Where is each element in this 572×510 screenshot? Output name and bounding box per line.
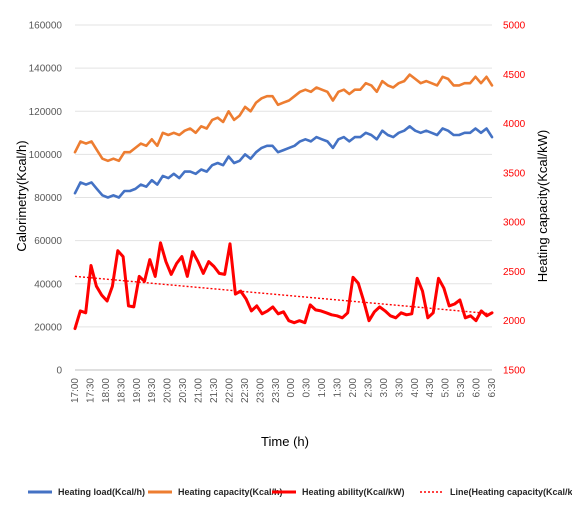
y-left-tick-label: 40000: [34, 279, 62, 290]
y-right-tick-label: 4500: [503, 70, 526, 81]
x-tick-label: 19:30: [147, 378, 158, 403]
y-axis-left-title: Calorimetry(Kcal/h): [14, 140, 29, 251]
y-axis-right-title: Heating capacity(Kcal/kW): [535, 130, 550, 282]
y-left-tick-label: 60000: [34, 236, 62, 247]
x-tick-label: 21:00: [194, 378, 205, 403]
x-tick-label: 19:00: [132, 378, 143, 403]
y-right-tick-label: 4000: [503, 119, 526, 130]
x-tick-label: 20:00: [163, 378, 174, 403]
y-left-tick-label: 100000: [29, 150, 63, 161]
y-left-tick-label: 20000: [34, 322, 62, 333]
y-right-tick-label: 3000: [503, 218, 526, 229]
legend-label: Heating ability(Kcal/kW): [302, 487, 405, 497]
x-tick-label: 22:00: [224, 378, 235, 403]
x-tick-label: 18:30: [116, 378, 127, 403]
x-tick-label: 5:30: [456, 378, 467, 398]
series-line: [73, 125, 494, 199]
x-axis-title: Time (h): [261, 434, 309, 449]
y-left-tick-label: 80000: [34, 193, 62, 204]
y-left-tick-label: 0: [56, 366, 62, 377]
y-right-tick-label: 1500: [503, 366, 526, 377]
legend-label: Line(Heating capacity(Kcal/kW)): [450, 487, 572, 497]
legend: Heating load(Kcal/h) Heating capacity(Kca…: [28, 487, 572, 497]
x-tick-label: 3:00: [379, 378, 390, 398]
y-left-tick-label: 160000: [29, 21, 63, 32]
series-line: [73, 73, 494, 163]
x-tick-label: 4:00: [410, 378, 421, 398]
x-tick-label: 17:00: [70, 378, 81, 403]
x-tick-label: 0:00: [286, 378, 297, 398]
axis-ticks: 0 20000 40000 60000 80000 100000 120000 140000 1…: [29, 21, 526, 404]
x-tick-label: 6:30: [487, 378, 498, 398]
legend-label: Heating load(Kcal/h): [58, 487, 145, 497]
series-lines: [73, 73, 494, 331]
x-tick-label: 2:00: [348, 378, 359, 398]
x-tick-label: 23:00: [255, 378, 266, 403]
x-tick-label: 6:00: [472, 378, 483, 398]
gridlines: [75, 24, 492, 371]
y-right-tick-label: 5000: [503, 21, 526, 32]
x-tick-label: 21:30: [209, 378, 220, 403]
y-left-tick-label: 140000: [29, 64, 63, 75]
x-tick-label: 17:30: [85, 378, 96, 403]
x-tick-label: 2:30: [363, 378, 374, 398]
legend-label: Heating capacity(Kcal/h): [178, 487, 283, 497]
y-right-tick-label: 2500: [503, 267, 526, 278]
x-tick-label: 3:30: [394, 378, 405, 398]
x-tick-label: 1:30: [333, 378, 344, 398]
x-tick-label: 5:00: [441, 378, 452, 398]
series-line: [73, 241, 494, 331]
x-tick-label: 0:30: [302, 378, 313, 398]
x-tick-label: 18:00: [101, 378, 112, 403]
x-tick-label: 22:30: [240, 378, 251, 403]
trend-line: [74, 275, 493, 315]
x-tick-label: 20:30: [178, 378, 189, 403]
y-right-tick-label: 2000: [503, 316, 526, 327]
y-left-tick-label: 120000: [29, 107, 63, 118]
y-right-tick-label: 3500: [503, 168, 526, 179]
x-tick-label: 4:30: [425, 378, 436, 398]
x-tick-label: 23:30: [271, 378, 282, 403]
x-tick-label: 1:00: [317, 378, 328, 398]
